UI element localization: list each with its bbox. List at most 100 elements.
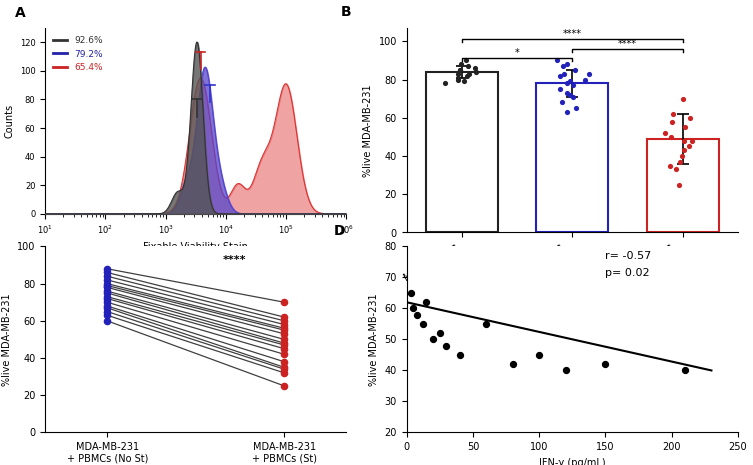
Point — [279, 364, 291, 371]
Point — [279, 382, 291, 390]
Point — [101, 287, 113, 295]
Point — [452, 74, 464, 81]
Point — [564, 78, 576, 85]
Text: p= 0.02: p= 0.02 — [605, 268, 650, 278]
Point — [667, 110, 679, 118]
Point — [416, 320, 428, 328]
Text: ****: **** — [618, 39, 637, 48]
Legend: 92.6%, 79.2%, 65.4%: 92.6%, 79.2%, 65.4% — [50, 33, 106, 76]
Y-axis label: %live MDA-MB-231: %live MDA-MB-231 — [369, 293, 379, 386]
Point — [561, 108, 573, 116]
Point — [678, 146, 691, 154]
Point — [101, 269, 113, 276]
Point — [469, 64, 481, 72]
Point — [678, 137, 691, 145]
Point — [101, 289, 113, 297]
Point — [553, 72, 566, 80]
Point — [672, 181, 684, 188]
Point — [101, 308, 113, 315]
Point — [679, 367, 691, 374]
Point — [454, 66, 466, 73]
Point — [674, 158, 686, 166]
Point — [556, 99, 568, 106]
Point — [279, 325, 291, 332]
Text: A: A — [15, 6, 26, 20]
Point — [453, 351, 465, 359]
Point — [101, 295, 113, 302]
Point — [666, 118, 678, 125]
Bar — [426, 72, 498, 232]
Point — [562, 89, 574, 97]
Point — [660, 129, 672, 137]
Point — [533, 351, 545, 359]
Point — [279, 345, 291, 352]
Point — [279, 365, 291, 373]
Point — [279, 330, 291, 338]
Point — [427, 336, 439, 343]
Point — [675, 153, 687, 160]
Point — [101, 284, 113, 291]
Point — [567, 93, 579, 100]
Point — [101, 304, 113, 312]
Y-axis label: %live MDA-MB-231: %live MDA-MB-231 — [2, 293, 11, 386]
Text: *: * — [515, 48, 520, 58]
Point — [665, 133, 677, 140]
Point — [553, 86, 566, 93]
Point — [559, 367, 572, 374]
Point — [452, 70, 464, 78]
Point — [579, 76, 591, 83]
Point — [480, 320, 492, 328]
Point — [683, 143, 695, 150]
Point — [279, 339, 291, 347]
Point — [404, 289, 416, 297]
Point — [420, 299, 432, 306]
Text: r= -0.57: r= -0.57 — [605, 252, 651, 261]
Point — [686, 137, 698, 145]
Point — [462, 62, 474, 70]
Point — [434, 330, 446, 337]
Point — [101, 280, 113, 287]
Point — [561, 80, 573, 87]
Point — [279, 326, 291, 334]
Point — [279, 351, 291, 358]
Point — [460, 57, 472, 64]
Point — [439, 80, 451, 87]
Point — [461, 72, 473, 80]
Point — [101, 299, 113, 306]
Text: ****: **** — [223, 255, 246, 265]
Point — [558, 70, 570, 78]
Point — [101, 282, 113, 289]
Point — [279, 341, 291, 349]
Y-axis label: %live MDA-MB-231: %live MDA-MB-231 — [363, 84, 373, 177]
Point — [564, 91, 576, 99]
Point — [678, 124, 691, 131]
Bar — [647, 139, 718, 232]
Point — [561, 60, 573, 68]
Point — [677, 95, 689, 102]
Point — [567, 81, 579, 89]
Point — [458, 78, 470, 85]
Point — [411, 311, 423, 319]
Point — [101, 317, 113, 325]
Point — [684, 114, 696, 121]
Point — [551, 57, 563, 64]
Point — [101, 312, 113, 319]
Y-axis label: Counts: Counts — [5, 104, 14, 138]
X-axis label: Fixable Viability Stain: Fixable Viability Stain — [143, 242, 248, 252]
Point — [470, 68, 482, 76]
Point — [279, 313, 291, 321]
Point — [101, 293, 113, 300]
Point — [101, 276, 113, 284]
Point — [663, 162, 675, 169]
Point — [507, 360, 519, 368]
X-axis label: IFN-γ (pg/mL): IFN-γ (pg/mL) — [539, 458, 605, 465]
Point — [569, 66, 581, 73]
Point — [279, 317, 291, 325]
Point — [279, 321, 291, 328]
Point — [279, 299, 291, 306]
Point — [455, 60, 467, 68]
Point — [441, 342, 453, 349]
Point — [670, 166, 682, 173]
Point — [454, 66, 466, 73]
Point — [101, 272, 113, 280]
